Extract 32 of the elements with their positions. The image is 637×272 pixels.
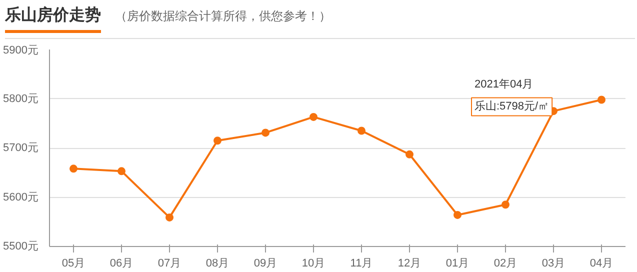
point bbox=[70, 164, 78, 173]
y-tick-label: 5800元 bbox=[3, 92, 39, 105]
point bbox=[166, 213, 174, 222]
point bbox=[310, 112, 318, 121]
x-tick-label: 08月 bbox=[206, 258, 230, 270]
x-tick-label: 02月 bbox=[494, 258, 518, 270]
point bbox=[454, 210, 462, 219]
point bbox=[214, 136, 222, 145]
x-tick-label: 03月 bbox=[542, 258, 566, 270]
y-tick-label: 5900元 bbox=[3, 44, 39, 56]
text: 乐山:5798元/㎡ bbox=[474, 100, 550, 113]
x-tick-label: 11月 bbox=[350, 258, 373, 270]
point bbox=[406, 150, 414, 158]
y-tick-label: 5600元 bbox=[3, 191, 39, 204]
x-tick-label: 06月 bbox=[110, 258, 134, 270]
chart-subtitle: （房价数据综合计算所得，供您参考！） bbox=[115, 9, 331, 23]
y-tick-label: 5500元 bbox=[3, 240, 39, 252]
chart-title: 乐山房价走势 bbox=[5, 7, 101, 33]
y-tick-label: 5700元 bbox=[3, 142, 39, 154]
annotation: 2021年04月 bbox=[474, 78, 534, 91]
x-tick-label: 09月 bbox=[254, 258, 278, 270]
point bbox=[598, 96, 606, 104]
x-tick-label: 04月 bbox=[590, 258, 614, 270]
point bbox=[262, 128, 270, 137]
point bbox=[118, 167, 126, 176]
point bbox=[358, 126, 366, 135]
x-tick-label: 10月 bbox=[302, 258, 326, 270]
point bbox=[502, 200, 510, 209]
x-tick-label: 01月 bbox=[446, 258, 470, 270]
x-tick-label: 12月 bbox=[398, 258, 422, 270]
x-tick-label: 05月 bbox=[62, 258, 86, 270]
x-tick-label: 07月 bbox=[158, 258, 182, 270]
